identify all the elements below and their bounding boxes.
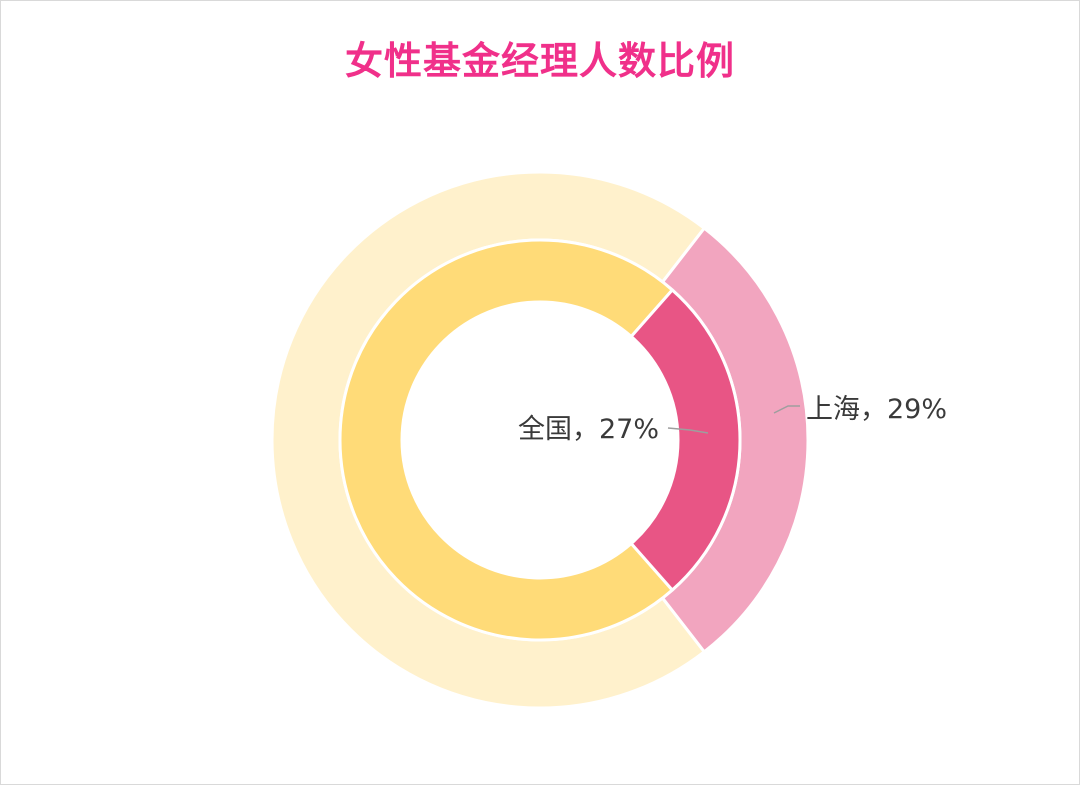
- inner-ring-rest-slice: [338, 238, 675, 642]
- inner-data-label: 全国，27%: [518, 414, 659, 445]
- outer-leader-line: [773, 405, 800, 414]
- outer-data-label: 上海，29%: [806, 394, 947, 425]
- chart-title: 女性基金经理人数比例: [344, 39, 735, 83]
- inner-ring-全国-slice: [629, 287, 742, 593]
- inner-leader-line: [667, 427, 709, 434]
